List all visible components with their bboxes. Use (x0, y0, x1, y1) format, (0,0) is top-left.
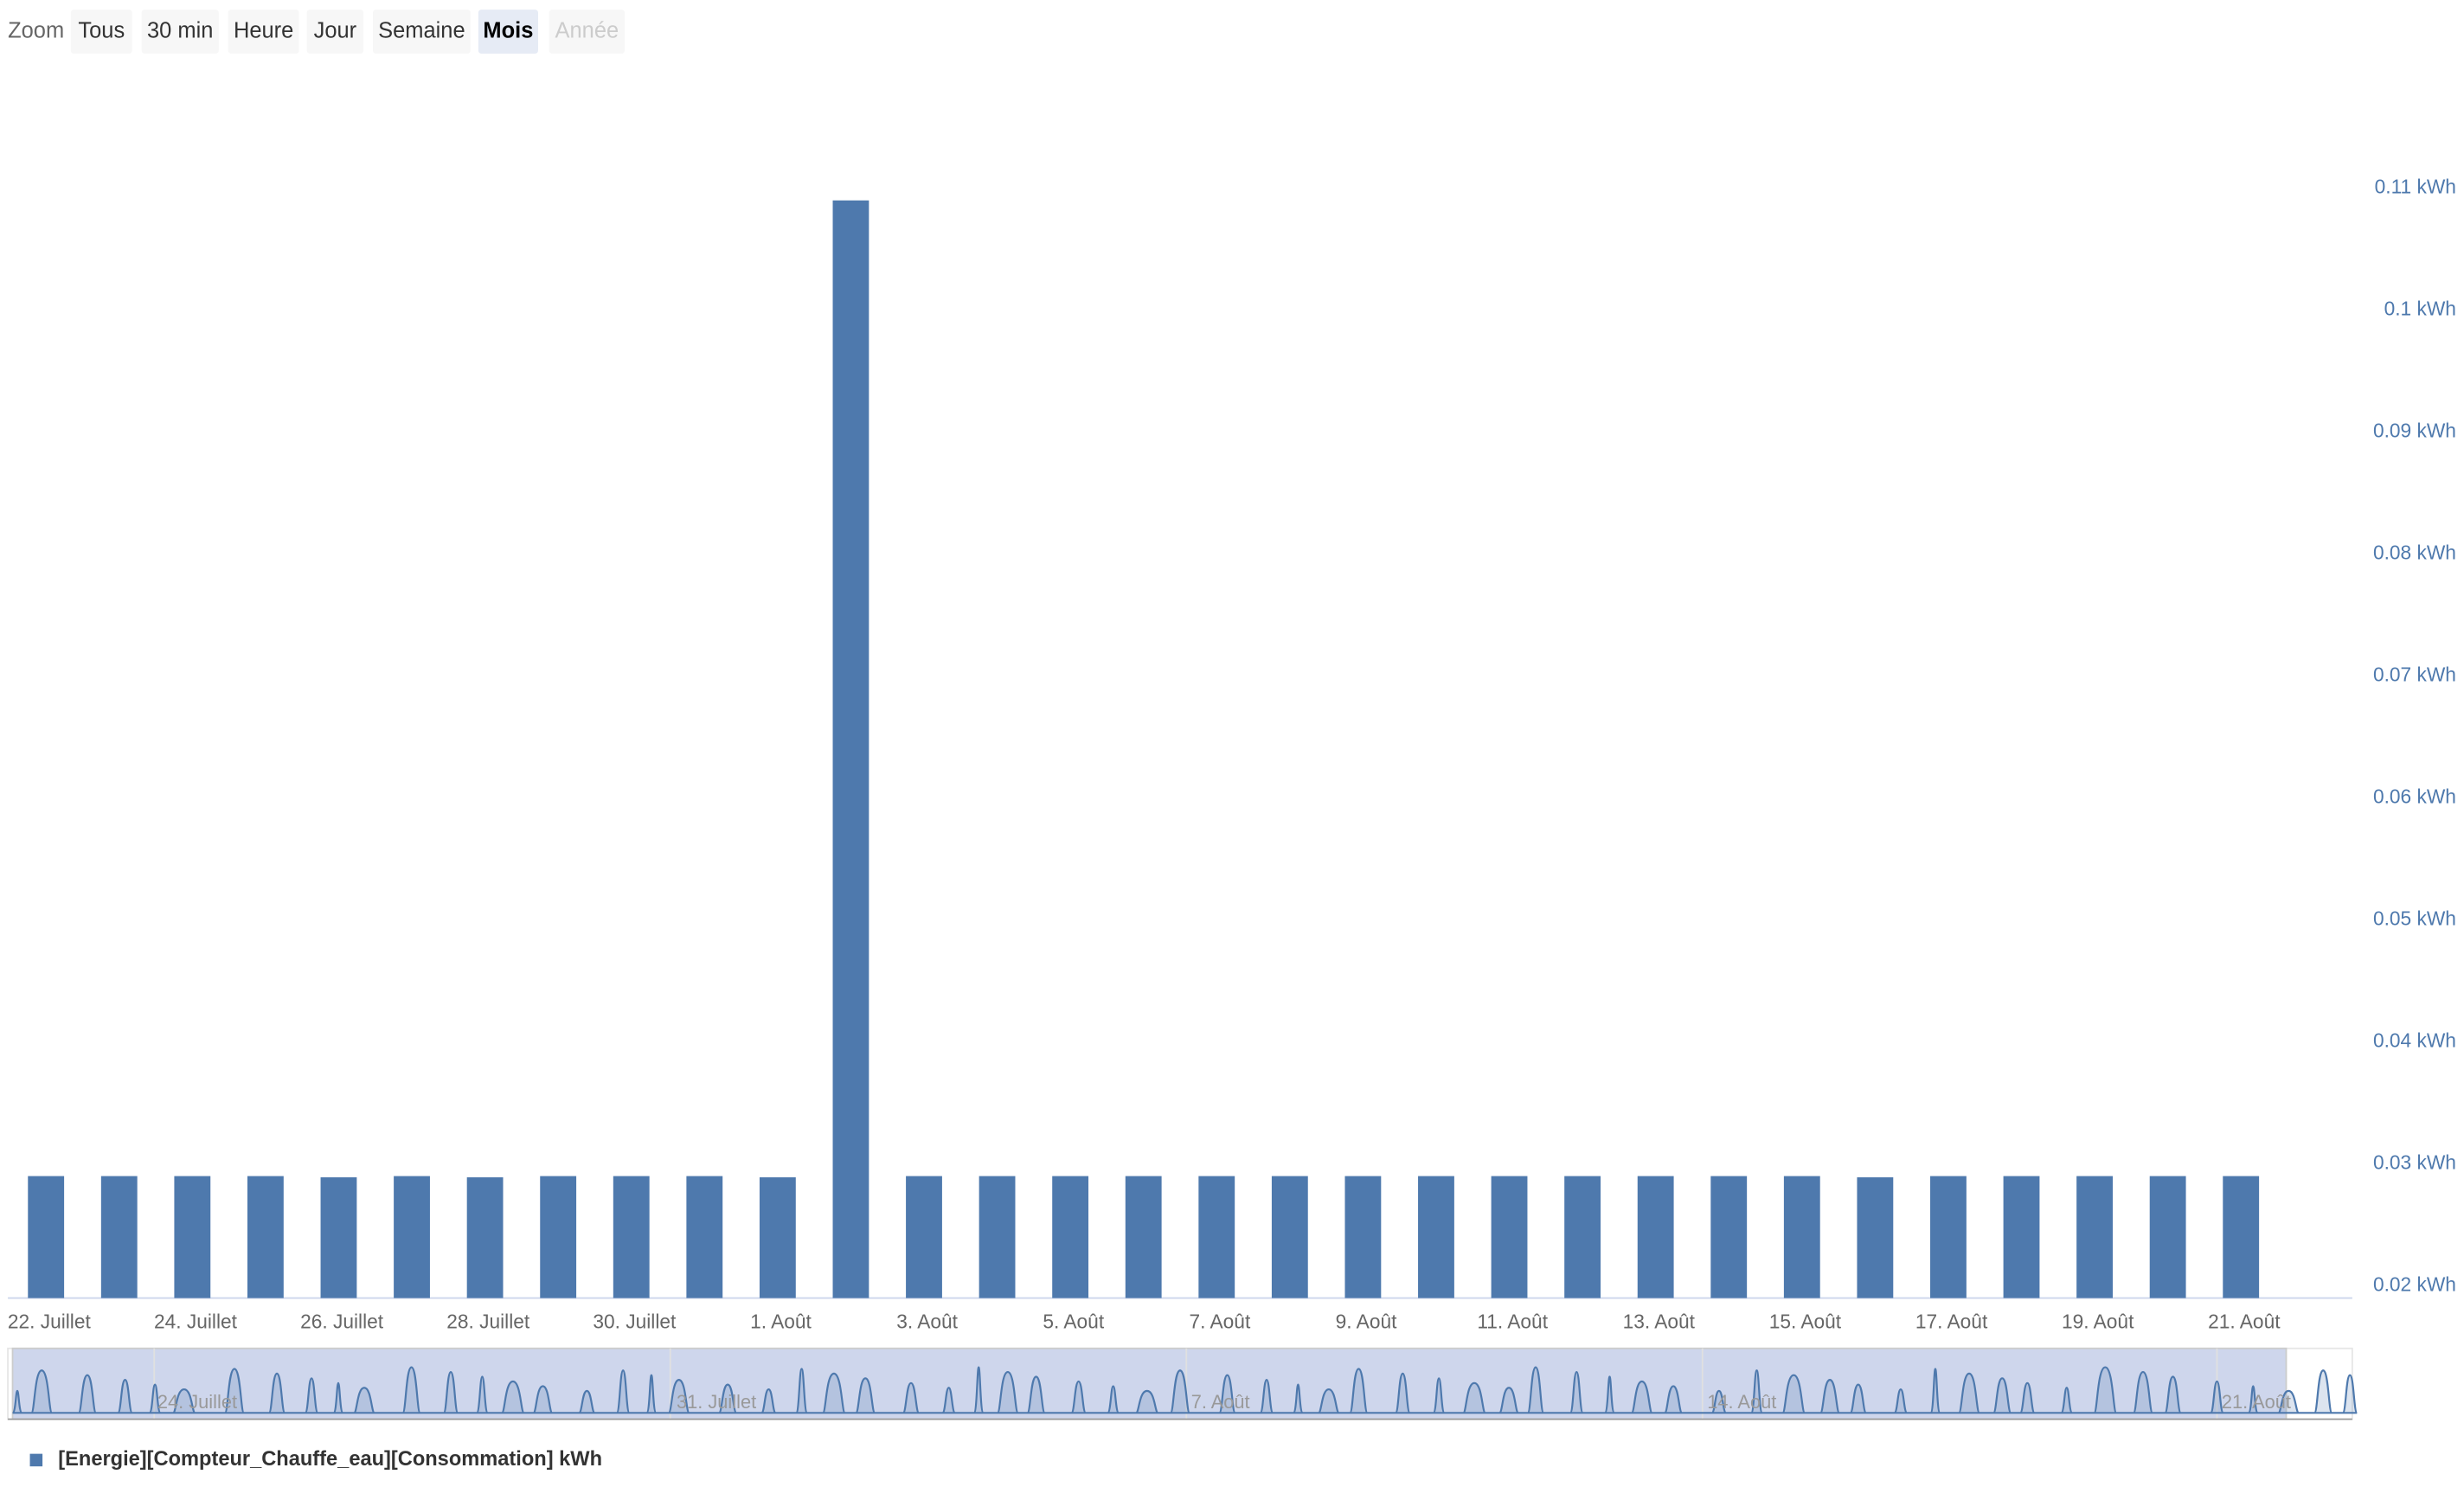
y-tick-label: 0.05 kWh (2373, 907, 2456, 930)
navigator-series (11, 1366, 2358, 1414)
zoom-button-label[interactable]: 30 min (147, 18, 213, 42)
bar[interactable] (1271, 1176, 1308, 1298)
bar[interactable] (2223, 1176, 2260, 1298)
y-tick-label: 0.07 kWh (2373, 663, 2456, 686)
zoom-button-label[interactable]: Heure (234, 18, 293, 42)
bar[interactable] (613, 1176, 650, 1298)
bar[interactable] (1198, 1176, 1235, 1298)
bar[interactable] (1783, 1176, 1820, 1298)
x-tick-label: 30. Juillet (593, 1311, 677, 1333)
x-tick-label: 28. Juillet (446, 1311, 530, 1333)
zoom-button (549, 10, 626, 54)
x-tick-label: 21. Août (2208, 1311, 2281, 1333)
navigator-label: 21. Août (2222, 1391, 2291, 1413)
bar[interactable] (759, 1176, 796, 1298)
x-tick-label: 15. Août (1769, 1311, 1842, 1333)
x-tick-label: 5. Août (1043, 1311, 1104, 1333)
bar[interactable] (540, 1176, 577, 1298)
y-tick-label: 0.11 kWh (2375, 176, 2456, 198)
x-tick-label: 1. Août (750, 1311, 812, 1333)
bar[interactable] (2003, 1176, 2040, 1298)
zoom-button[interactable] (306, 10, 364, 54)
navigator-label: 31. Juillet (677, 1391, 756, 1413)
bar[interactable] (394, 1176, 430, 1298)
bar[interactable] (1125, 1176, 1162, 1298)
bar[interactable] (2076, 1176, 2113, 1298)
bar[interactable] (686, 1176, 723, 1298)
y-tick-label: 0.1 kWh (2384, 298, 2456, 320)
zoom-button[interactable] (70, 10, 132, 54)
legend-label[interactable]: [Energie][Compteur_Chauffe_eau][Consomma… (58, 1448, 602, 1471)
bar[interactable] (1491, 1176, 1528, 1298)
bar[interactable] (466, 1176, 504, 1298)
navigator-label: 7. Août (1191, 1391, 1250, 1413)
navigator-label: 24. Juillet (157, 1391, 237, 1413)
zoom-button-label[interactable]: Mois (483, 18, 533, 42)
bar[interactable] (2149, 1176, 2186, 1298)
zoom-button-label[interactable]: Semaine (378, 18, 465, 42)
navigator-grid (153, 1348, 2218, 1420)
bar[interactable] (247, 1176, 284, 1298)
bar[interactable] (906, 1176, 942, 1298)
x-tick-label: 24. Juillet (154, 1311, 238, 1333)
x-tick-label: 13. Août (1623, 1311, 1696, 1333)
bar[interactable] (1710, 1176, 1748, 1298)
bar[interactable] (1637, 1176, 1674, 1298)
x-tick-label: 7. Août (1190, 1311, 1251, 1333)
legend-symbol[interactable] (29, 1453, 43, 1467)
x-tick-label: 11. Août (1477, 1311, 1548, 1333)
bar[interactable] (320, 1176, 357, 1298)
bar[interactable] (174, 1176, 211, 1298)
bar[interactable] (1930, 1176, 1967, 1298)
y-tick-label: 0.09 kWh (2373, 420, 2456, 442)
x-tick-label: 19. Août (2062, 1311, 2134, 1333)
y-tick-label: 0.03 kWh (2373, 1151, 2456, 1173)
zoom-label: Zoom (8, 18, 64, 42)
x-tick-label: 17. Août (1915, 1311, 1988, 1333)
bar[interactable] (832, 200, 869, 1298)
bar[interactable] (1344, 1176, 1382, 1298)
y-tick-label: 0.08 kWh (2373, 542, 2456, 564)
x-tick-label: 3. Août (896, 1311, 958, 1333)
zoom-button-label[interactable]: Jour (314, 18, 357, 42)
zoom-button-label[interactable]: Tous (78, 18, 125, 42)
zoom-button-label: Année (555, 18, 619, 42)
bar[interactable] (1857, 1176, 1894, 1298)
zoom-button[interactable] (478, 10, 538, 54)
zoom-button[interactable] (141, 10, 219, 54)
navigator-label: 14. Août (1707, 1391, 1776, 1413)
x-tick-label: 22. Juillet (8, 1311, 92, 1333)
zoom-button[interactable] (373, 10, 471, 54)
bar[interactable] (979, 1176, 1016, 1298)
bar[interactable] (1564, 1176, 1601, 1298)
y-tick-label: 0.02 kWh (2373, 1272, 2456, 1295)
x-tick-label: 9. Août (1336, 1311, 1397, 1333)
zoom-button[interactable] (228, 10, 299, 54)
y-tick-label: 0.06 kWh (2373, 785, 2456, 808)
y-tick-label: 0.04 kWh (2373, 1029, 2456, 1051)
bar[interactable] (1052, 1176, 1089, 1298)
bar[interactable] (28, 1176, 65, 1298)
x-tick-label: 26. Juillet (300, 1311, 384, 1333)
bar[interactable] (1418, 1176, 1454, 1298)
bar[interactable] (100, 1176, 138, 1298)
